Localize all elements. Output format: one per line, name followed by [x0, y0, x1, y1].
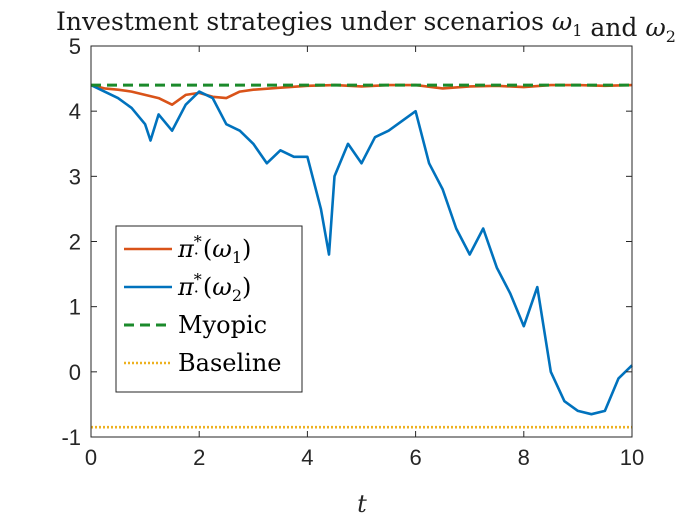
- legend-label: Myopic: [178, 311, 267, 339]
- x-tick-label: 10: [620, 445, 644, 470]
- legend-label: Baseline: [178, 349, 281, 377]
- y-tick-label: -1: [61, 425, 81, 450]
- series-line-2: [90, 83, 633, 416]
- y-tick-label: 0: [69, 360, 81, 385]
- y-tick-label: 3: [69, 164, 81, 189]
- legend-label: π* · (ω2): [177, 270, 251, 305]
- legend-box: [115, 225, 303, 393]
- y-tick-label: 1: [69, 295, 81, 320]
- x-tick-label: 0: [85, 445, 97, 470]
- chart-title: Investment strategies under scenarios ω1…: [56, 7, 676, 46]
- x-tick-label: 2: [193, 445, 205, 470]
- legend-label: π* · (ω1): [177, 232, 251, 267]
- plot-area: [90, 83, 633, 429]
- x-axis-label: t: [357, 490, 367, 518]
- legend: π* · (ω1)π* · (ω2) Myopic Baseline: [115, 225, 303, 393]
- series-line-1: [90, 83, 633, 106]
- y-tick-label: 5: [69, 34, 81, 59]
- y-tick-label: 4: [69, 99, 81, 124]
- x-tick-label: 4: [301, 445, 313, 470]
- y-tick-label: 2: [69, 230, 81, 255]
- x-tick-label: 8: [518, 445, 530, 470]
- x-tick-label: 6: [409, 445, 421, 470]
